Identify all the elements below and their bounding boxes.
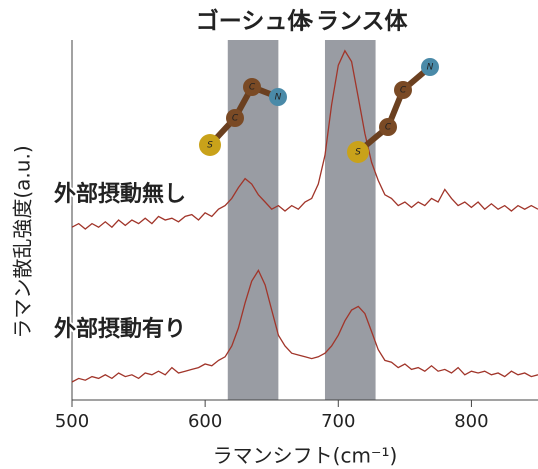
atom-label: C bbox=[400, 86, 407, 96]
atom-label: N bbox=[427, 63, 434, 73]
x-tick-label: 800 bbox=[454, 411, 488, 432]
series-label: 外部摂動有り bbox=[54, 316, 186, 342]
x-tick-label: 700 bbox=[321, 411, 355, 432]
atom-label: C bbox=[249, 83, 256, 93]
y-axis-label: ラマン散乱強度(a.u.) bbox=[11, 145, 35, 338]
atom-label: S bbox=[207, 141, 213, 151]
x-tick-label: 500 bbox=[55, 411, 89, 432]
chart: ラマン散乱強度(a.u.) ラマンシフト(cm⁻¹) ゴーシュ体トランス体500… bbox=[0, 0, 538, 469]
series-label: 外部摂動無し bbox=[54, 181, 186, 207]
atom-label: C bbox=[232, 114, 239, 124]
band-label: トランス体 bbox=[293, 9, 409, 35]
atom-label: C bbox=[385, 123, 392, 133]
atom-label: S bbox=[355, 148, 361, 158]
atom-label: N bbox=[275, 93, 282, 103]
x-tick-label: 600 bbox=[188, 411, 222, 432]
x-axis-label: ラマンシフト(cm⁻¹) bbox=[213, 444, 398, 468]
band bbox=[325, 40, 376, 400]
